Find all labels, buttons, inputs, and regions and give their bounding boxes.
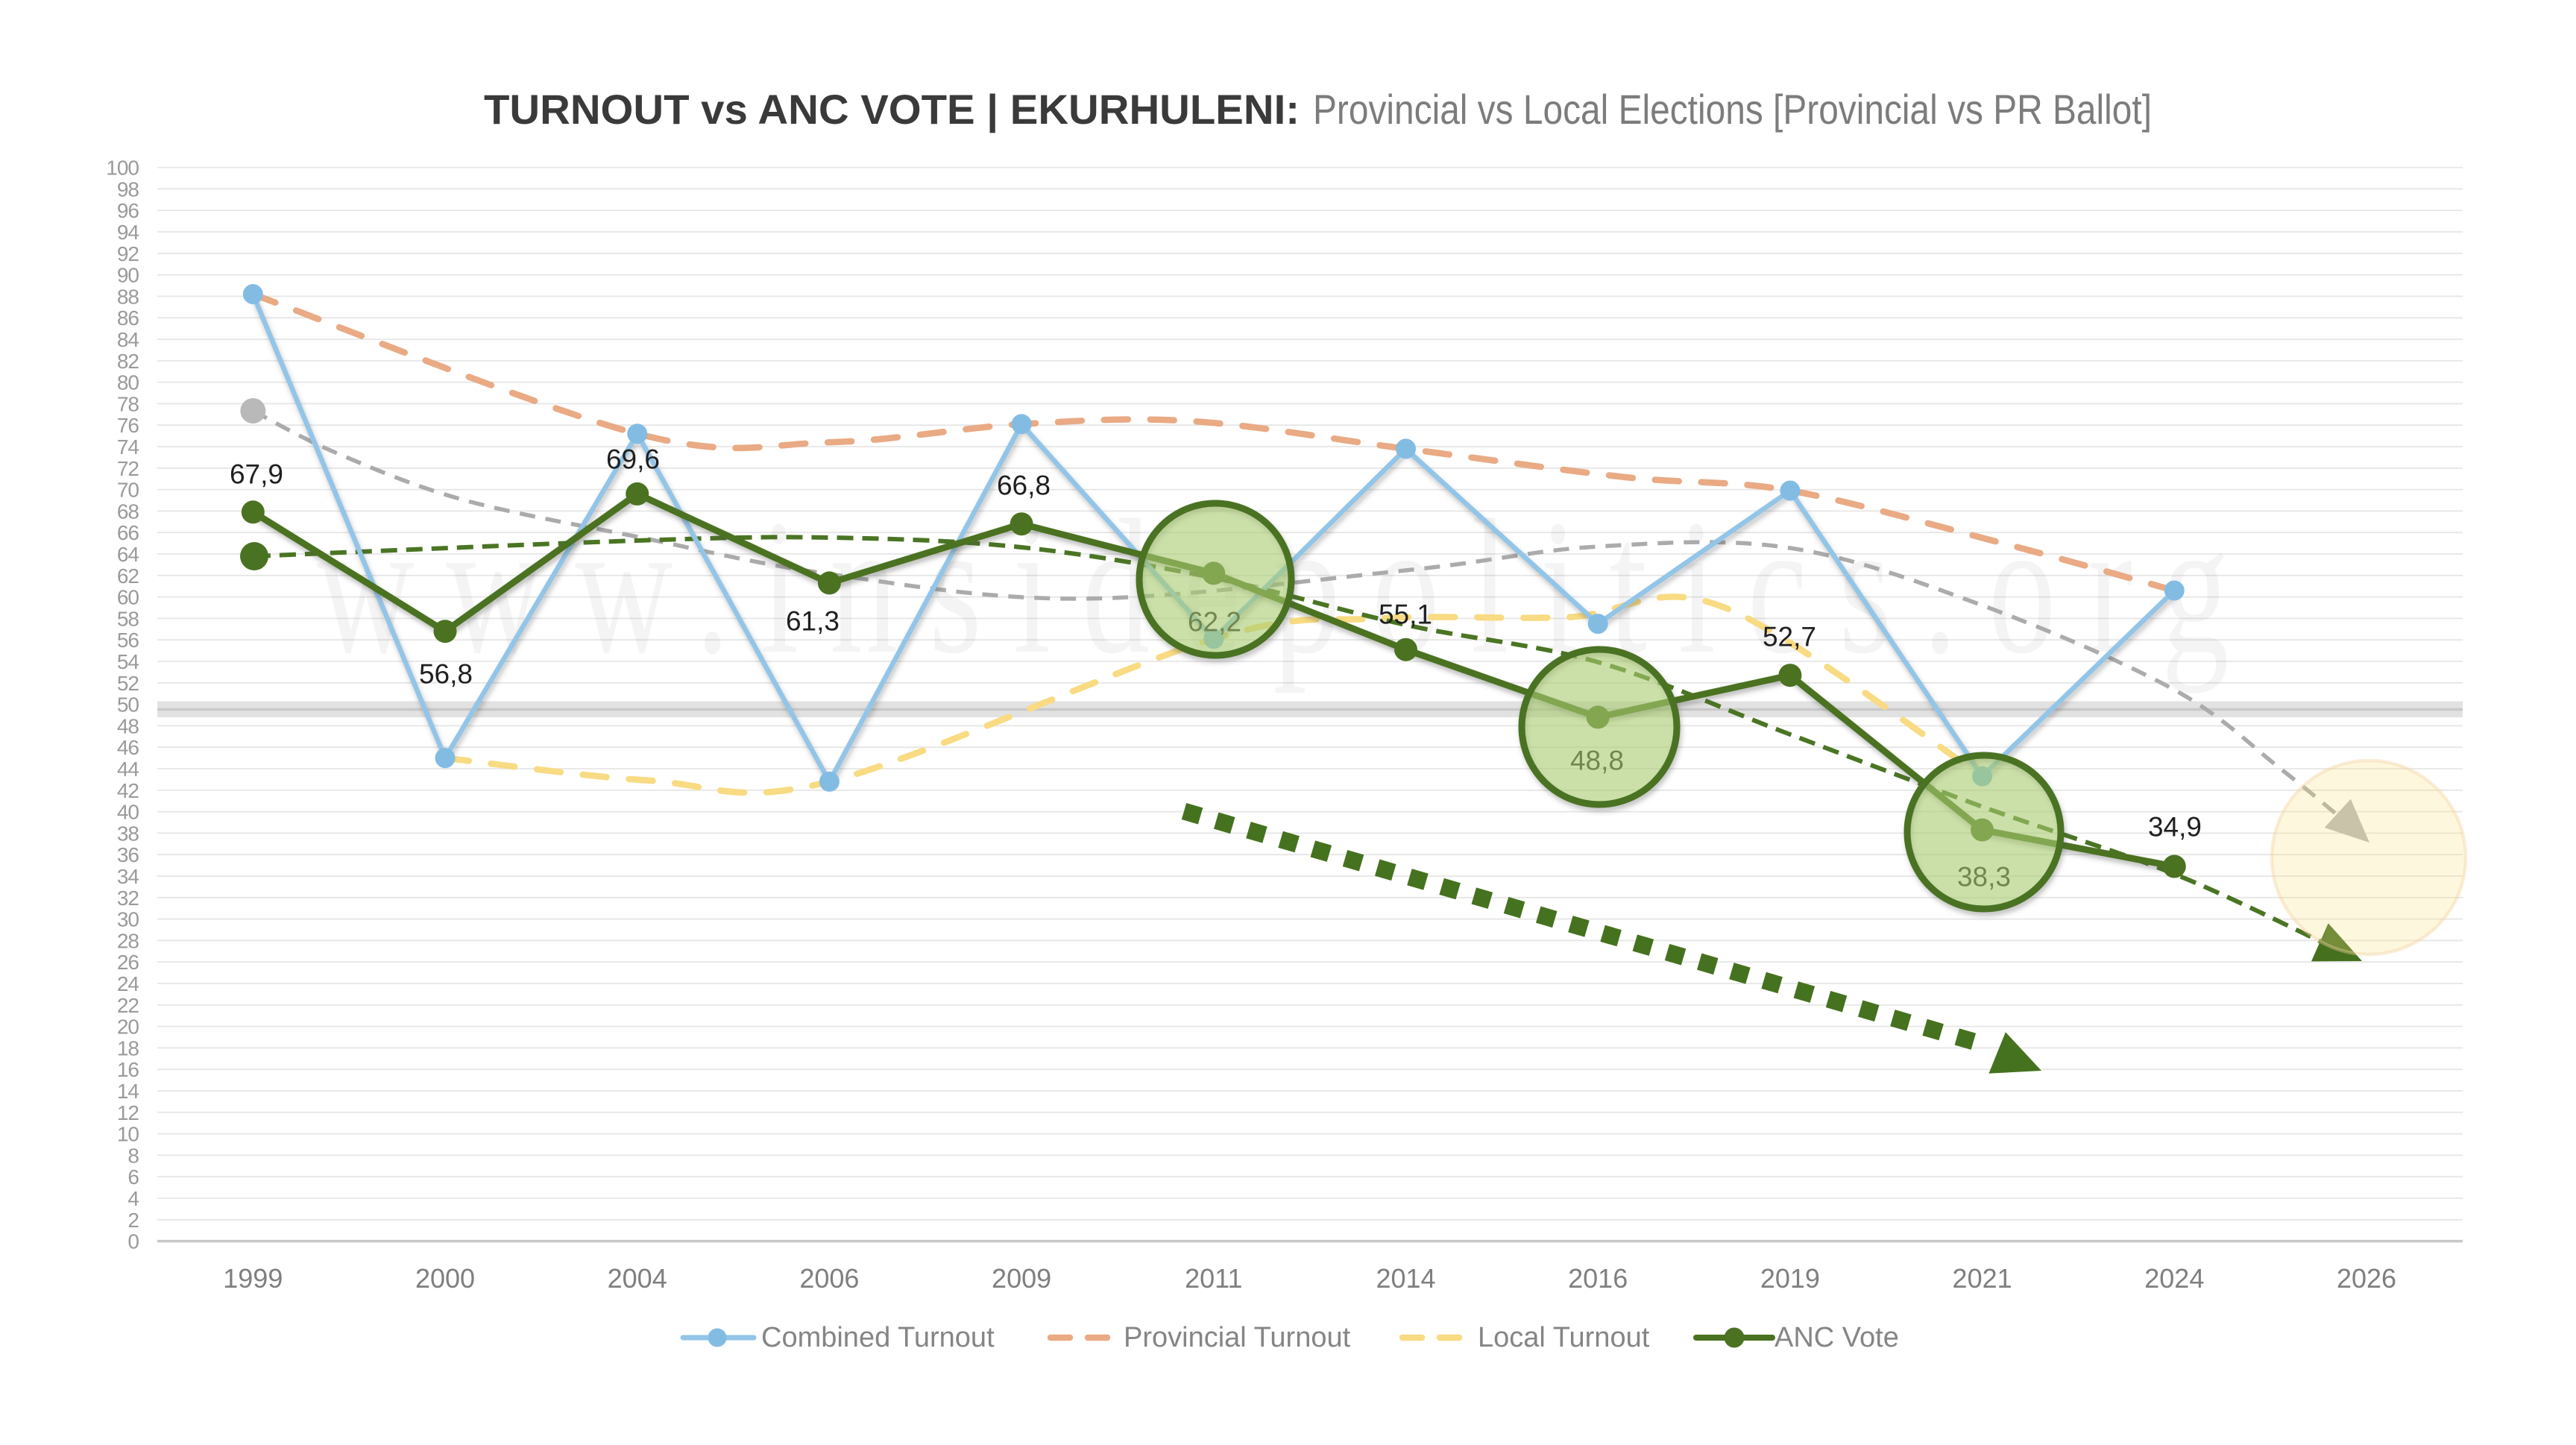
svg-text:12: 12 [117,1101,139,1124]
svg-text:30: 30 [117,908,139,931]
svg-text:48: 48 [117,714,139,737]
svg-text:98: 98 [117,177,139,201]
svg-text:36: 36 [117,843,139,866]
svg-text:38: 38 [117,822,139,845]
svg-text:50: 50 [117,693,139,717]
svg-text:28: 28 [117,929,139,952]
svg-text:96: 96 [117,199,139,222]
svg-text:26: 26 [117,951,139,974]
svg-text:2004: 2004 [608,1263,667,1294]
svg-text:2021: 2021 [1953,1263,2012,1294]
svg-text:56: 56 [117,629,139,652]
svg-text:82: 82 [117,350,139,373]
svg-text:10: 10 [117,1123,139,1146]
svg-text:76: 76 [117,414,139,437]
svg-text:78: 78 [117,392,139,415]
svg-text:69,6: 69,6 [606,444,660,475]
svg-text:20: 20 [117,1016,139,1039]
svg-text:66,8: 66,8 [997,470,1051,501]
svg-text:68: 68 [117,500,139,523]
svg-text:2006: 2006 [799,1263,859,1294]
svg-text:60: 60 [117,586,139,609]
svg-text:Local Turnout: Local Turnout [1478,1322,1650,1353]
svg-text:2: 2 [127,1209,139,1232]
svg-text:24: 24 [117,972,139,995]
svg-text:56,8: 56,8 [419,659,473,690]
svg-text:8: 8 [127,1144,139,1167]
svg-text:Combined Turnout: Combined Turnout [761,1322,995,1353]
svg-text:46: 46 [117,736,139,759]
svg-text:67,9: 67,9 [230,459,283,490]
svg-text:2019: 2019 [1760,1263,1820,1294]
svg-text:74: 74 [117,435,139,459]
svg-text:40: 40 [117,801,139,824]
svg-text:32: 32 [117,887,139,910]
svg-text:0: 0 [127,1230,139,1253]
svg-text:94: 94 [117,221,139,244]
svg-text:16: 16 [117,1058,139,1081]
svg-text:34,9: 34,9 [2148,812,2202,843]
svg-text:2026: 2026 [2337,1263,2396,1294]
svg-text:2024: 2024 [2144,1263,2204,1294]
svg-text:2014: 2014 [1376,1263,1435,1294]
svg-text:54: 54 [117,650,139,673]
svg-text:90: 90 [117,264,139,287]
svg-text:TURNOUT vs ANC VOTE | EKURHULE: TURNOUT vs ANC VOTE | EKURHULENI: [484,86,1300,133]
svg-text:Provincial Turnout: Provincial Turnout [1124,1322,1351,1353]
svg-text:52: 52 [117,672,139,695]
svg-text:2000: 2000 [415,1263,475,1294]
svg-text:34: 34 [117,865,139,888]
svg-text:1999: 1999 [223,1263,283,1294]
svg-text:84: 84 [117,328,139,351]
svg-text:88: 88 [117,285,139,308]
svg-text:2011: 2011 [1185,1263,1242,1294]
svg-text:72: 72 [117,457,139,480]
svg-text:44: 44 [117,758,139,781]
svg-text:52,7: 52,7 [1763,622,1816,652]
svg-text:100: 100 [106,157,139,180]
svg-text:Provincial vs Local Elections: Provincial vs Local Elections [Provincia… [1313,86,2152,133]
svg-text:92: 92 [117,242,139,265]
svg-text:6: 6 [127,1165,139,1189]
svg-text:80: 80 [117,371,139,394]
svg-text:18: 18 [117,1036,139,1060]
svg-text:42: 42 [117,779,139,802]
svg-text:55,1: 55,1 [1379,599,1432,630]
svg-text:58: 58 [117,607,139,630]
svg-text:70: 70 [117,479,139,502]
svg-text:66: 66 [117,521,139,544]
svg-text:ANC Vote: ANC Vote [1774,1322,1899,1353]
svg-text:64: 64 [117,543,139,566]
svg-text:2016: 2016 [1568,1263,1628,1294]
svg-text:22: 22 [117,994,139,1017]
svg-text:2009: 2009 [992,1263,1051,1294]
svg-text:62: 62 [117,564,139,588]
svg-text:86: 86 [117,306,139,330]
svg-text:14: 14 [117,1080,139,1103]
svg-text:4: 4 [127,1187,139,1210]
svg-text:61,3: 61,3 [786,606,840,637]
